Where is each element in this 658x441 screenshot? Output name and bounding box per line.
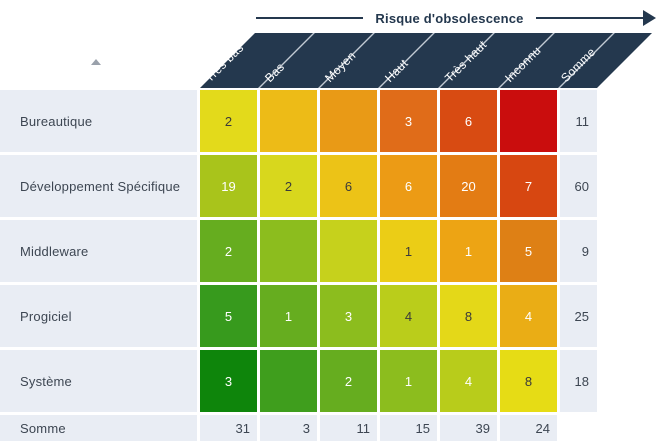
footer-label: Somme [0,415,197,441]
arrow-right-icon [643,10,657,26]
risk-axis-arrow: Risque d'obsolescence [256,9,657,27]
heatmap-cell[interactable]: 1 [440,220,497,282]
heatmap-cell[interactable]: 6 [380,155,437,217]
heatmap-cell[interactable] [260,350,317,412]
heatmap-cell[interactable]: 3 [200,350,257,412]
heatmap-cell[interactable] [260,220,317,282]
heatmap-cell[interactable]: 3 [380,90,437,152]
heatmap-cell[interactable]: 5 [200,285,257,347]
row-label: Système [0,350,197,412]
heatmap-cell[interactable]: 2 [200,220,257,282]
heatmap-cell[interactable]: 1 [380,220,437,282]
heatmap-cell[interactable]: 6 [320,155,377,217]
axis-line-right [535,17,644,19]
column-sum: 3 [260,415,317,441]
heatmap-cell[interactable]: 7 [500,155,557,217]
heatmap-cell[interactable]: 8 [500,350,557,412]
heatmap-cell[interactable]: 4 [380,285,437,347]
heatmap-cell[interactable]: 6 [440,90,497,152]
row-label: Middleware [0,220,197,282]
row-sum: 60 [560,155,597,217]
heatmap-cell[interactable]: 20 [440,155,497,217]
row-sum: 25 [560,285,597,347]
row-sum: 11 [560,90,597,152]
heatmap-cell[interactable]: 1 [260,285,317,347]
heatmap-cell[interactable]: 3 [320,285,377,347]
heatmap-cell[interactable] [320,90,377,152]
heatmap-cell[interactable]: 4 [500,285,557,347]
row-label: Progiciel [0,285,197,347]
column-sum: 11 [320,415,377,441]
row-sum: 9 [560,220,597,282]
heatmap-cell[interactable]: 8 [440,285,497,347]
column-header-strip [200,33,652,88]
column-header-band: Très bas Bas Moyen Haut Très haut Inconnu Somm… [200,33,652,88]
heatmap-grid: Bureautique 2 3 6 11 Développement Spécifique… [0,90,597,441]
row-label: Bureautique [0,90,197,152]
heatmap-cell[interactable] [500,90,557,152]
column-sum: 24 [500,415,557,441]
axis-line-left [256,17,364,19]
heatmap-cell[interactable] [260,90,317,152]
sort-ascending-icon[interactable] [91,59,101,65]
heatmap-cell[interactable]: 19 [200,155,257,217]
axis-title: Risque d'obsolescence [375,10,524,26]
row-sum: 18 [560,350,597,412]
heatmap-cell[interactable]: 4 [440,350,497,412]
heatmap-cell[interactable]: 1 [380,350,437,412]
heatmap-cell[interactable] [320,220,377,282]
heatmap-cell[interactable]: 2 [260,155,317,217]
column-sum: 31 [200,415,257,441]
heatmap-cell[interactable]: 5 [500,220,557,282]
grand-total-cell [560,415,597,441]
column-sum: 15 [380,415,437,441]
row-label: Développement Spécifique [0,155,197,217]
heatmap-cell[interactable]: 2 [200,90,257,152]
heatmap-cell[interactable]: 2 [320,350,377,412]
column-sum: 39 [440,415,497,441]
